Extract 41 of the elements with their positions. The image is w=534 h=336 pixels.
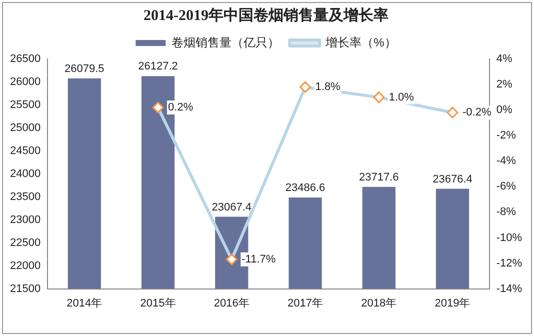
- y-tick-label: 23500: [10, 190, 41, 203]
- legend-label: 卷烟销售量（亿只）: [172, 35, 280, 50]
- y-tick-label: 26500: [10, 53, 41, 66]
- y2-tick-label: 2%: [496, 78, 512, 91]
- y-tick-label: 24500: [10, 144, 41, 157]
- data-label: 0.2%: [168, 102, 194, 114]
- y-tick-label: 25000: [10, 122, 41, 134]
- x-tick-label: 2014年: [66, 297, 102, 310]
- data-label: 1.0%: [388, 91, 414, 104]
- data-label: 23717.6: [359, 171, 399, 184]
- data-label: 1.8%: [315, 81, 341, 94]
- y2-tick-label: -14%: [496, 282, 522, 295]
- x-tick-label: 2015年: [140, 297, 176, 310]
- y-tick-label: 22500: [10, 236, 41, 249]
- y2-tick-label: -10%: [496, 232, 522, 244]
- x-tick-label: 2016年: [214, 297, 250, 310]
- x-tick-label: 2019年: [434, 297, 470, 310]
- y2-tick-label: 0%: [496, 104, 512, 116]
- y2-tick-label: -2%: [496, 130, 516, 142]
- data-label: 26127.2: [138, 60, 178, 73]
- data-label: 23067.4: [212, 201, 252, 214]
- data-label: 23676.4: [432, 173, 472, 186]
- data-label: -11.7%: [242, 253, 276, 266]
- y-tick-label: 22000: [10, 260, 41, 272]
- data-label: -0.2%: [462, 106, 492, 119]
- data-label: 23486.6: [285, 182, 326, 194]
- y-tick-label: 24000: [10, 168, 41, 180]
- x-tick-label: 2018年: [361, 297, 397, 310]
- data-label: 26079.5: [64, 62, 104, 75]
- y-tick-label: 26000: [10, 76, 41, 88]
- y-tick-label: 21500: [10, 282, 41, 295]
- y2-tick-label: -8%: [496, 206, 516, 218]
- legend-label: 增长率（%）: [324, 35, 396, 50]
- y2-tick-label: -4%: [496, 155, 516, 168]
- y-tick-label: 23000: [10, 214, 41, 226]
- chart-title: 2014-2019年中国卷烟销售量及增长率: [144, 6, 388, 24]
- y2-tick-label: 4%: [496, 53, 512, 66]
- y2-tick-label: -12%: [496, 257, 522, 270]
- y-tick-label: 25500: [10, 98, 41, 111]
- x-tick-label: 2017年: [288, 297, 324, 310]
- y2-tick-label: -6%: [496, 180, 516, 193]
